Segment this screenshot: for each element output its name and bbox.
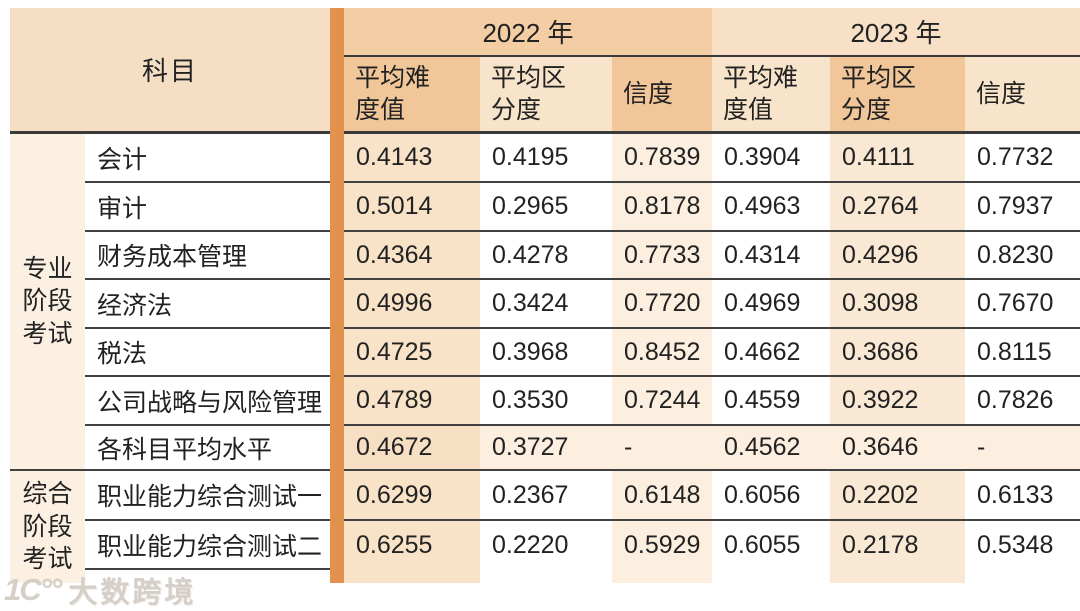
table-bottom-pad [965,570,1080,583]
value-cell: 0.2220 [480,521,612,570]
row-group-professional-stage: 专业 阶段 考试 [10,134,85,471]
value-cell: 0.5014 [344,183,480,232]
value-cell: 0.6299 [344,471,480,521]
value-cell: 0.3727 [480,426,612,471]
watermark-logo-icon: 1C°° [4,572,62,607]
value-cell: 0.2764 [830,183,965,232]
value-cell: 0.7732 [965,134,1080,183]
value-cell: - [965,426,1080,471]
value-cell: 0.7720 [612,280,712,329]
value-cell: 0.7733 [612,232,712,280]
value-cell: 0.2178 [830,521,965,570]
value-cell: 0.8452 [612,329,712,377]
value-cell: 0.4662 [712,329,830,377]
value-cell: 0.8178 [612,183,712,232]
value-cell: 0.7244 [612,377,712,426]
col-header-2023-discrimination: 平均区 分度 [830,57,965,134]
value-cell: 0.3424 [480,280,612,329]
value-cell: 0.3686 [830,329,965,377]
value-cell: 0.3530 [480,377,612,426]
watermark: 1C°° 大数跨境 [4,569,196,611]
value-cell: 0.4672 [344,426,480,471]
value-cell: 0.7826 [965,377,1080,426]
value-cell: 0.2367 [480,471,612,521]
value-cell: 0.4996 [344,280,480,329]
watermark-text: 大数跨境 [68,577,197,609]
value-cell: 0.8230 [965,232,1080,280]
value-cell: 0.4559 [712,377,830,426]
subject-column-header: 科目 [10,8,330,134]
subject-cell: 公司战略与风险管理 [85,377,330,426]
table-bottom-pad [712,570,830,583]
subject-cell: 各科目平均水平 [85,426,330,471]
value-cell: 0.8115 [965,329,1080,377]
value-cell: 0.4364 [344,232,480,280]
value-cell: 0.4969 [712,280,830,329]
value-cell: 0.6056 [712,471,830,521]
value-cell: 0.7670 [965,280,1080,329]
value-cell: 0.4314 [712,232,830,280]
value-cell: 0.5929 [612,521,712,570]
value-cell: 0.3098 [830,280,965,329]
value-cell: 0.4725 [344,329,480,377]
value-cell: 0.2965 [480,183,612,232]
col-header-2022-discrimination: 平均区 分度 [480,57,612,134]
col-header-2023-difficulty: 平均难 度值 [712,57,830,134]
table-bottom-pad [480,570,612,583]
value-cell: 0.4195 [480,134,612,183]
row-group-comprehensive-stage: 综合 阶段 考试 [10,471,85,583]
subject-cell: 税法 [85,329,330,377]
table-bottom-pad [612,570,712,583]
value-cell: 0.7839 [612,134,712,183]
value-cell: 0.6055 [712,521,830,570]
subject-cell: 经济法 [85,280,330,329]
orange-divider-bar [330,8,344,583]
table-bottom-pad [344,570,480,583]
year-header-2023: 2023 年 [712,8,1080,57]
col-header-2023-reliability: 信度 [965,57,1080,134]
table-bottom-pad [830,570,965,583]
value-cell: 0.3968 [480,329,612,377]
value-cell: 0.3646 [830,426,965,471]
value-cell: 0.5348 [965,521,1080,570]
value-cell: 0.4789 [344,377,480,426]
value-cell: 0.4111 [830,134,965,183]
value-cell: 0.3922 [830,377,965,426]
value-cell: 0.4296 [830,232,965,280]
value-cell: 0.6255 [344,521,480,570]
value-cell: 0.7937 [965,183,1080,232]
value-cell: 0.6148 [612,471,712,521]
value-cell: 0.3904 [712,134,830,183]
value-cell: 0.4143 [344,134,480,183]
value-cell: 0.4562 [712,426,830,471]
subject-cell: 财务成本管理 [85,232,330,280]
subject-cell: 会计 [85,134,330,183]
subject-cell: 职业能力综合测试二 [85,521,330,570]
col-header-2022-difficulty: 平均难 度值 [344,57,480,134]
value-cell: 0.6133 [965,471,1080,521]
value-cell: 0.4278 [480,232,612,280]
year-header-2022: 2022 年 [344,8,712,57]
value-cell: 0.4963 [712,183,830,232]
subject-cell: 职业能力综合测试一 [85,471,330,521]
value-cell: - [612,426,712,471]
col-header-2022-reliability: 信度 [612,57,712,134]
value-cell: 0.2202 [830,471,965,521]
exam-statistics-table: 科目 2022 年 2023 年 平均难 度值 平均区 分度 信度 平均难 度值… [10,8,1080,583]
subject-cell: 审计 [85,183,330,232]
